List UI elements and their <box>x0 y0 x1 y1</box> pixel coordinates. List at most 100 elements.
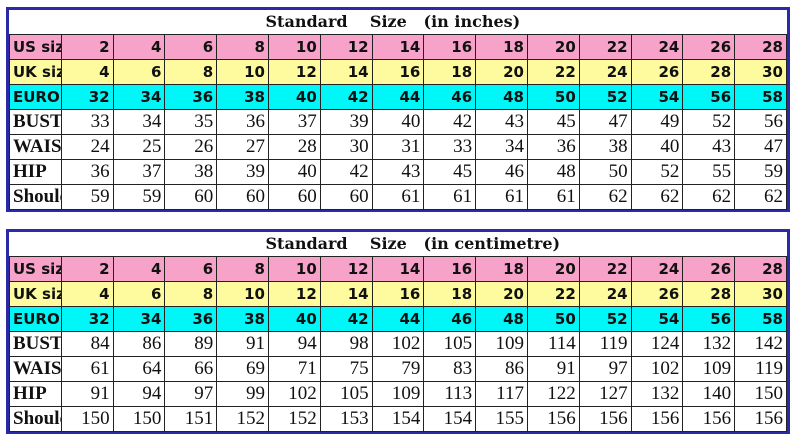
table-cell: 113 <box>423 381 477 407</box>
table-cell: 24 <box>630 34 684 60</box>
table-cell: 140 <box>682 381 736 407</box>
table-cell: 8 <box>164 281 218 307</box>
table-cell: 40 <box>267 84 321 110</box>
table-cell: 132 <box>630 381 684 407</box>
table-cell: 26 <box>682 256 736 282</box>
table-cell: 50 <box>526 306 580 332</box>
table-cell: 45 <box>423 159 477 185</box>
table-cell: 14 <box>319 281 373 307</box>
table-cell: 10 <box>267 34 321 60</box>
table-cell: 83 <box>423 356 477 382</box>
table-cell: 33 <box>60 109 114 135</box>
table-row: Shoulder to Floor59596060606061616161626… <box>9 184 787 210</box>
table-cell: 34 <box>112 84 166 110</box>
table-cell: 60 <box>164 184 218 210</box>
row-label: EUROPE size no. <box>9 84 62 110</box>
table-cell: 28 <box>682 281 736 307</box>
table-cell: 16 <box>371 281 425 307</box>
table-row: HIP 36 37 38 39 40 42 43 45 46 48 50 52 55 59 <box>9 159 787 185</box>
table-cell: 86 <box>475 356 528 382</box>
table-cell: 18 <box>475 34 528 60</box>
table-cell: 94 <box>112 381 166 407</box>
table-cell: 60 <box>267 184 321 210</box>
table-cell: 55 <box>682 159 736 185</box>
table-cell: 8 <box>216 256 269 282</box>
table-cell: 98 <box>319 331 373 357</box>
table-cell: 6 <box>164 34 218 60</box>
table-cell: 69 <box>216 356 269 382</box>
table-cell: 38 <box>164 159 218 185</box>
table-cell: 12 <box>267 59 321 85</box>
table-cell: 36 <box>164 306 218 332</box>
table-cell: 18 <box>475 256 528 282</box>
size-table-inches: Standard Size (in inches)US size no.2468… <box>6 7 790 212</box>
table-cell: 114 <box>526 331 580 357</box>
table-cell: 25 <box>112 134 166 160</box>
table-cell: 28 <box>734 256 787 282</box>
table-cell: 16 <box>423 34 477 60</box>
title-row: Standard Size (in centimetre) <box>9 232 787 257</box>
table-cell: 24 <box>60 134 114 160</box>
table-cell: 34 <box>112 306 166 332</box>
table-cell: 71 <box>267 356 321 382</box>
table-cell: 105 <box>319 381 373 407</box>
table-cell: 16 <box>423 256 477 282</box>
table-cell: 154 <box>423 406 477 432</box>
table-cell: 150 <box>112 406 166 432</box>
table-cell: 43 <box>475 109 528 135</box>
table-cell: 91 <box>216 331 269 357</box>
table-row: BUST 84 86 89 91 94 98 102 105 109 114 119 124 132 142 <box>9 331 787 357</box>
table-cell: 10 <box>216 281 269 307</box>
table-cell: 61 <box>371 184 425 210</box>
table-cell: 4 <box>112 256 166 282</box>
table-cell: 40 <box>267 306 321 332</box>
table-cell: 152 <box>267 406 321 432</box>
table-cell: 132 <box>682 331 736 357</box>
table-cell: 59 <box>734 159 787 185</box>
table-cell: 37 <box>112 159 166 185</box>
table-cell: 102 <box>371 331 425 357</box>
table-cell: 48 <box>526 159 580 185</box>
row-label: WAIST <box>9 356 62 382</box>
table-cell: 52 <box>578 84 632 110</box>
table-cell: 36 <box>526 134 580 160</box>
table-cell: 56 <box>682 84 736 110</box>
table-cell: 47 <box>734 134 787 160</box>
table-cell: 40 <box>267 159 321 185</box>
row-label: UK size no. <box>9 281 62 307</box>
table-cell: 20 <box>475 59 528 85</box>
table-cell: 14 <box>371 256 425 282</box>
table-cell: 22 <box>526 59 580 85</box>
table-cell: 75 <box>319 356 373 382</box>
table-cell: 8 <box>164 59 218 85</box>
row-label: BUST <box>9 331 62 357</box>
table-cell: 109 <box>682 356 736 382</box>
row-label: US size no. <box>9 256 62 282</box>
table-cell: 54 <box>630 84 684 110</box>
table-row: BUST 33 34 35 36 37 39 40 42 43 45 47 49 52 56 <box>9 109 787 135</box>
table-cell: 27 <box>216 134 269 160</box>
table-cell: 30 <box>734 281 787 307</box>
row-label: UK size no. <box>9 59 62 85</box>
table-cell: 62 <box>682 184 736 210</box>
table-cell: 52 <box>630 159 684 185</box>
table-cell: 156 <box>578 406 632 432</box>
table-cell: 151 <box>164 406 218 432</box>
table-cell: 14 <box>319 59 373 85</box>
table-cell: 20 <box>475 281 528 307</box>
table-cell: 48 <box>475 84 528 110</box>
table-cell: 117 <box>475 381 528 407</box>
table-cell: 119 <box>734 356 787 382</box>
table-cell: 155 <box>475 406 528 432</box>
table-cell: 8 <box>216 34 269 60</box>
row-label: HIP <box>9 159 62 185</box>
table-row: Shoulder to Floor15015015115215215315415… <box>9 406 787 432</box>
table-cell: 109 <box>475 331 528 357</box>
table-cell: 154 <box>371 406 425 432</box>
table-cell: 24 <box>578 281 632 307</box>
table-cell: 122 <box>526 381 580 407</box>
table-cell: 102 <box>630 356 684 382</box>
